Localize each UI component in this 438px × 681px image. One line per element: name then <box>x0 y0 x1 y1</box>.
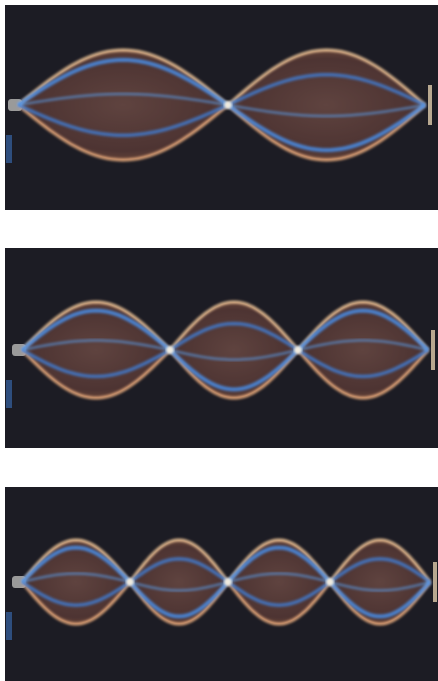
photo-sheet <box>0 0 438 681</box>
post <box>433 562 437 602</box>
node-glow <box>294 346 302 354</box>
post <box>428 85 432 125</box>
page: (() => { const svg = document.getElement… <box>0 0 438 681</box>
stand <box>6 135 12 163</box>
node-glow <box>326 578 334 586</box>
node-glow <box>224 101 232 109</box>
stand <box>6 612 12 640</box>
node-glow <box>166 346 174 354</box>
post <box>431 330 435 370</box>
stand <box>6 380 12 408</box>
node-glow <box>224 578 232 586</box>
node-glow <box>126 578 134 586</box>
